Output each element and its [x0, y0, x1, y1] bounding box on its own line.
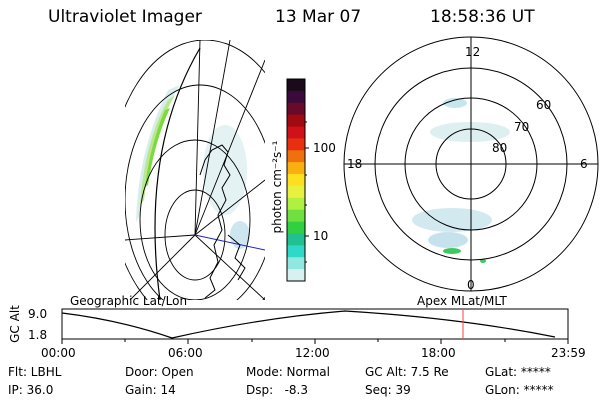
info-glat: GLat: *****: [485, 365, 551, 379]
timeline-plot: [61, 308, 569, 344]
timeline-ytick-high: 9.0: [28, 307, 48, 321]
timeline-xtick-1200: 12:00: [295, 346, 330, 360]
lat-grid: [125, 40, 265, 300]
earth-limb: [154, 47, 201, 300]
colorbar-band: [287, 185, 305, 199]
info-gain: Gain: 14: [125, 383, 176, 397]
colorbar-band: [287, 162, 305, 175]
info-glon: GLon: *****: [485, 383, 554, 397]
polar-plot: [343, 36, 599, 292]
mlt-label-12: 12: [465, 45, 481, 59]
color-scale-bar: [287, 79, 305, 282]
colorbar-band: [287, 174, 305, 187]
info-seq: Seq: 39: [365, 383, 411, 397]
date-label: 13 Mar 07: [275, 7, 362, 27]
colorbar-tick-100: 100: [313, 141, 336, 155]
timeline-xtick-0600: 06:00: [168, 346, 203, 360]
info-mode: Mode: Normal: [246, 365, 330, 379]
left-map-label: Geographic Lat/Lon: [70, 294, 188, 308]
timeline-ytick-low: 1.8: [28, 328, 48, 342]
colorbar-tick-10: 10: [313, 229, 329, 243]
colorbar-band: [287, 90, 305, 104]
polar-plot-label: Apex MLat/MLT: [417, 294, 507, 308]
colorbar-unit-label: photon cm⁻²s⁻¹: [270, 140, 284, 234]
info-door: Door: Open: [125, 365, 194, 379]
time-label: 18:58:36 UT: [430, 7, 535, 27]
colorbar-band: [287, 138, 305, 151]
info-gc-alt: GC Alt: 7.5 Re: [365, 365, 449, 379]
geographic-map: [125, 40, 265, 300]
mlat-label-60: 60: [536, 98, 552, 112]
mlat-label-70: 70: [514, 120, 530, 134]
info-filter: Flt: LBHL: [8, 365, 62, 379]
colorbar-band: [287, 245, 305, 258]
auroral-emission-polar: [412, 98, 510, 263]
lon-grid: [125, 40, 265, 300]
timeline-xtick-2359: 23:59: [551, 346, 586, 360]
timeline-xtick-0000: 00:00: [41, 346, 76, 360]
info-dsp: Dsp: -8.3: [246, 383, 309, 397]
timeline-y-label: GC Alt: [8, 305, 22, 343]
mlat-label-80: 80: [492, 141, 508, 155]
colorbar-band: [287, 79, 305, 92]
colorbar-band: [287, 150, 305, 163]
mlt-label-6: 6: [580, 157, 588, 171]
mlt-label-0: 0: [467, 278, 475, 292]
gc-alt-curve: [61, 310, 556, 339]
colorbar-band: [287, 102, 305, 116]
colorbar-band: [287, 209, 305, 223]
colorbar-band: [287, 257, 305, 270]
timeline-xtick-1800: 18:00: [421, 346, 456, 360]
colorbar-band: [287, 114, 305, 128]
instrument-title: Ultraviolet Imager: [48, 7, 202, 27]
mlt-label-18: 18: [347, 157, 363, 171]
colorbar-band: [287, 126, 305, 139]
colorbar-band: [287, 269, 305, 282]
colorbar-band: [287, 221, 305, 234]
info-ip: IP: 36.0: [8, 383, 54, 397]
coastline: [199, 144, 231, 299]
colorbar-band: [287, 233, 305, 246]
colorbar-band: [287, 197, 305, 211]
